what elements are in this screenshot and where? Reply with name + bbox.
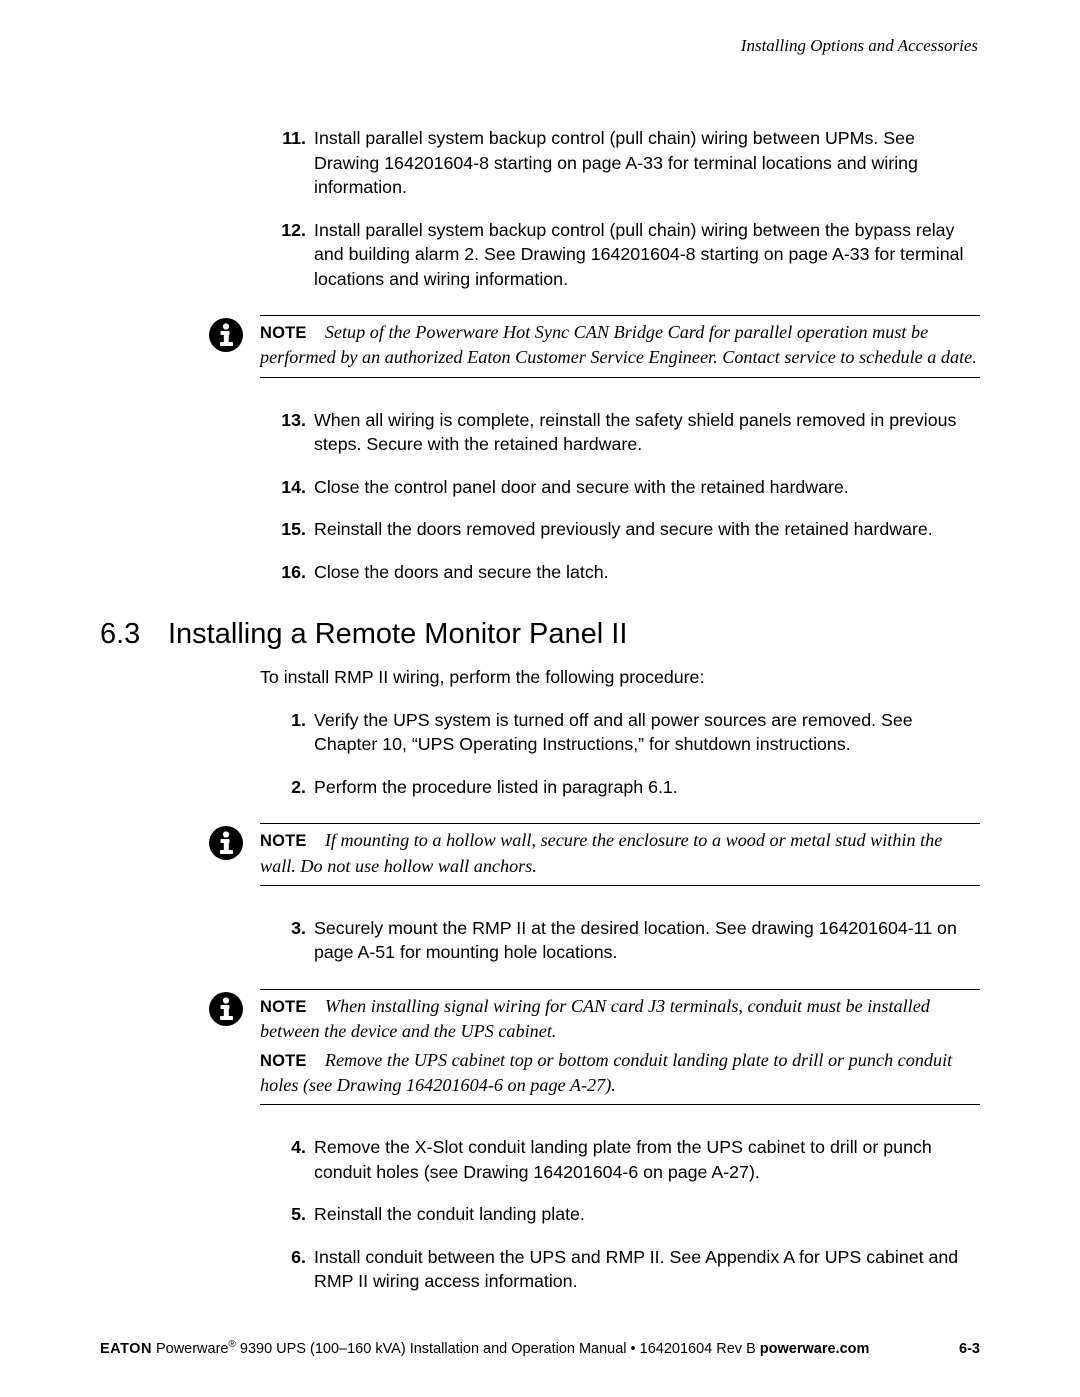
item-text: Install conduit between the UPS and RMP … xyxy=(314,1245,980,1294)
list-item: 3. Securely mount the RMP II at the desi… xyxy=(280,916,980,965)
note-body: If mounting to a hollow wall, secure the… xyxy=(260,830,942,875)
item-number: 15. xyxy=(280,517,314,542)
item-number: 3. xyxy=(280,916,314,965)
list-item: 16. Close the doors and secure the latch… xyxy=(280,560,980,585)
ordered-list-1: 11. Install parallel system backup contr… xyxy=(280,126,980,291)
item-text: Close the control panel door and secure … xyxy=(314,475,980,500)
note-body: Setup of the Powerware Hot Sync CAN Brid… xyxy=(260,322,977,367)
item-text: Reinstall the doors removed previously a… xyxy=(314,517,980,542)
ordered-list-3: 1. Verify the UPS system is turned off a… xyxy=(280,708,980,800)
footer-brand: EATON xyxy=(100,1341,152,1357)
note-block: NOTE If mounting to a hollow wall, secur… xyxy=(260,817,980,893)
note-label: NOTE xyxy=(260,832,307,850)
note-line: NOTE If mounting to a hollow wall, secur… xyxy=(260,828,980,878)
page-number: 6-3 xyxy=(959,1341,980,1357)
note-label: NOTE xyxy=(260,1052,307,1070)
section-number: 6.3 xyxy=(100,618,168,651)
info-icon xyxy=(208,991,244,1027)
note-line: NOTE When installing signal wiring for C… xyxy=(260,994,980,1044)
list-item: 15. Reinstall the doors removed previous… xyxy=(280,517,980,542)
item-text: Install parallel system backup control (… xyxy=(314,126,980,200)
section-title: Installing a Remote Monitor Panel II xyxy=(168,618,627,651)
item-text: Securely mount the RMP II at the desired… xyxy=(314,916,980,965)
info-icon xyxy=(208,317,244,353)
list-item: 4. Remove the X-Slot conduit landing pla… xyxy=(280,1135,980,1184)
item-text: Install parallel system backup control (… xyxy=(314,218,980,292)
item-text: Reinstall the conduit landing plate. xyxy=(314,1202,980,1227)
item-number: 4. xyxy=(280,1135,314,1184)
item-text: Perform the procedure listed in paragrap… xyxy=(314,775,980,800)
note-line: NOTE Setup of the Powerware Hot Sync CAN… xyxy=(260,320,980,370)
list-item: 5. Reinstall the conduit landing plate. xyxy=(280,1202,980,1227)
ordered-list-4: 3. Securely mount the RMP II at the desi… xyxy=(280,916,980,965)
footer-site: powerware.com xyxy=(760,1341,870,1357)
intro-paragraph: To install RMP II wiring, perform the fo… xyxy=(260,665,980,690)
item-number: 6. xyxy=(280,1245,314,1294)
footer-rest: 9390 UPS (100–160 kVA) Installation and … xyxy=(240,1341,760,1357)
list-item: 11. Install parallel system backup contr… xyxy=(280,126,980,200)
note-line: NOTE Remove the UPS cabinet top or botto… xyxy=(260,1048,980,1098)
list-item: 12. Install parallel system backup contr… xyxy=(280,218,980,292)
running-header: Installing Options and Accessories xyxy=(100,36,980,56)
item-text: Remove the X-Slot conduit landing plate … xyxy=(314,1135,980,1184)
note-body: When installing signal wiring for CAN ca… xyxy=(260,996,930,1041)
item-number: 11. xyxy=(280,126,314,200)
note-body: Remove the UPS cabinet top or bottom con… xyxy=(260,1050,952,1095)
item-number: 12. xyxy=(280,218,314,292)
note-label: NOTE xyxy=(260,998,307,1016)
footer-left: EATON Powerware® 9390 UPS (100–160 kVA) … xyxy=(100,1339,869,1357)
note-block: NOTE When installing signal wiring for C… xyxy=(260,983,980,1113)
item-number: 1. xyxy=(280,708,314,757)
list-item: 6. Install conduit between the UPS and R… xyxy=(280,1245,980,1294)
ordered-list-2: 13. When all wiring is complete, reinsta… xyxy=(280,408,980,585)
item-number: 2. xyxy=(280,775,314,800)
page-footer: EATON Powerware® 9390 UPS (100–160 kVA) … xyxy=(100,1339,980,1357)
list-item: 13. When all wiring is complete, reinsta… xyxy=(280,408,980,457)
item-text: When all wiring is complete, reinstall t… xyxy=(314,408,980,457)
item-number: 5. xyxy=(280,1202,314,1227)
item-number: 16. xyxy=(280,560,314,585)
item-number: 14. xyxy=(280,475,314,500)
list-item: 14. Close the control panel door and sec… xyxy=(280,475,980,500)
list-item: 1. Verify the UPS system is turned off a… xyxy=(280,708,980,757)
item-number: 13. xyxy=(280,408,314,457)
note-label: NOTE xyxy=(260,324,307,342)
list-item: 2. Perform the procedure listed in parag… xyxy=(280,775,980,800)
footer-product: Powerware xyxy=(156,1341,229,1357)
section-heading: 6.3 Installing a Remote Monitor Panel II xyxy=(100,618,980,651)
item-text: Verify the UPS system is turned off and … xyxy=(314,708,980,757)
info-icon xyxy=(208,825,244,861)
item-text: Close the doors and secure the latch. xyxy=(314,560,980,585)
note-block: NOTE Setup of the Powerware Hot Sync CAN… xyxy=(260,309,980,385)
ordered-list-5: 4. Remove the X-Slot conduit landing pla… xyxy=(280,1135,980,1294)
registered-mark: ® xyxy=(228,1339,235,1350)
